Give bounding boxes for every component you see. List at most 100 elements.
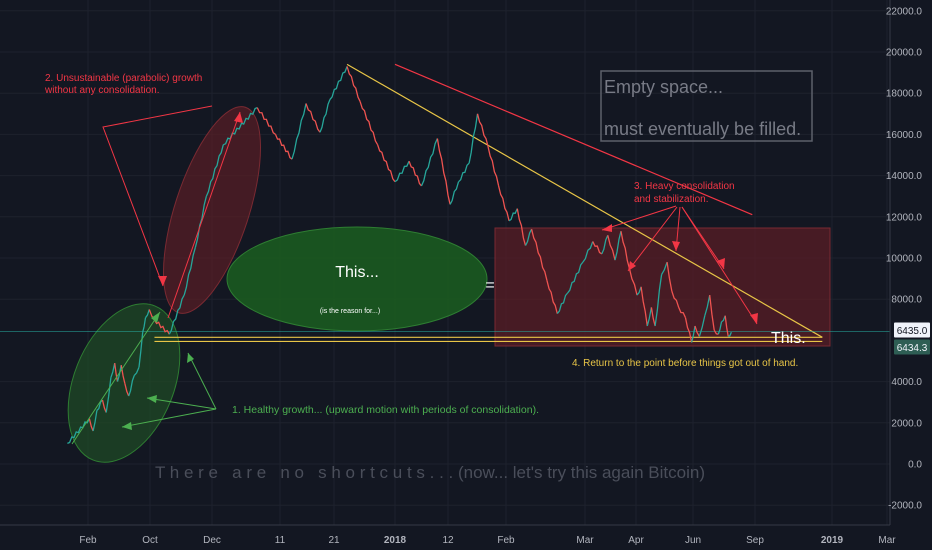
arrowhead (151, 312, 160, 323)
series-segment (487, 146, 500, 187)
red-arrows (102, 105, 758, 325)
annotation-this: This... (335, 264, 379, 281)
series-segment (620, 231, 631, 269)
arrowhead (122, 422, 132, 430)
y-tick-label: 14000.0 (886, 171, 923, 182)
arrowhead (234, 112, 243, 123)
arrow-healthy-2 (146, 397, 217, 410)
x-tick-label: Oct (142, 535, 158, 546)
series-segment (144, 309, 150, 319)
x-tick-label: Mar (576, 535, 594, 546)
annotation-this-end: This. (771, 330, 806, 347)
arrowhead (672, 241, 680, 251)
trendlines (154, 63, 823, 343)
series-segment (96, 399, 103, 411)
arrow-to-parabolic (102, 105, 213, 287)
series-segment (223, 106, 258, 146)
series-segment (329, 66, 348, 100)
annotation-parabolic-line2: without any consolidation. (44, 85, 160, 96)
price-tag-bg (894, 322, 930, 338)
series-segment (359, 101, 379, 146)
y-tick-label: 8000.0 (891, 295, 922, 306)
annotation-return: 4. Return to the point before things got… (572, 358, 798, 369)
series-segment (153, 319, 170, 335)
series-segment (709, 295, 715, 331)
series-segment (640, 286, 648, 327)
trendline (394, 63, 753, 216)
x-axis-panel[interactable] (0, 525, 932, 550)
annotation-consolidation-line1: 3. Heavy consolidation (634, 181, 735, 192)
y-tick-label: 12000.0 (886, 212, 923, 223)
y-tick-label: 2000.0 (891, 418, 922, 429)
arrowhead (628, 261, 636, 271)
arrowhead (602, 224, 612, 232)
series-segment (628, 268, 638, 296)
series-segment (728, 331, 732, 337)
y-axis-ticks: 22000.0 20000.0 18000.0 16000.0 14000.0 12000… (886, 6, 923, 511)
price-tag-label: 6435.0 (897, 326, 928, 337)
series-segment (721, 315, 726, 323)
y-tick-label: 22000.0 (886, 6, 923, 17)
trendline (346, 63, 823, 338)
series-segment (458, 162, 470, 183)
series-segment (420, 138, 438, 187)
series-segment (105, 377, 112, 413)
x-axis-ticks: Feb Oct Dec 11 21 2018 12 Feb Mar Apr Jun Sep 2019 Ma… (79, 535, 896, 546)
series-segment (582, 241, 594, 263)
series-segment (654, 274, 663, 327)
series-segment (449, 181, 460, 205)
series-segment (291, 103, 307, 160)
series-segment (671, 290, 680, 308)
series-segment (497, 185, 510, 222)
arrow-healthy-3 (187, 352, 217, 410)
series-segment (305, 103, 321, 133)
series-segment (194, 196, 208, 248)
series-segment (183, 247, 196, 296)
series-segment (168, 294, 185, 335)
series-segment (607, 235, 616, 261)
green-arrowheads (122, 312, 194, 430)
series-segment (636, 286, 642, 296)
price-series (67, 66, 732, 445)
series-segment (724, 315, 729, 337)
arrow-consolidation-4 (681, 206, 758, 325)
y-tick-label: 20000.0 (886, 48, 923, 59)
series-segment (205, 144, 224, 197)
y-tick-label: -2000.0 (888, 501, 922, 512)
series-segment (650, 307, 656, 327)
y-tick-label: 18000.0 (886, 89, 923, 100)
y-tick-label: 10000.0 (886, 254, 923, 265)
y-tick-label: 0.0 (908, 460, 922, 471)
series-segment (530, 229, 548, 281)
series-segment (556, 292, 569, 315)
series-segment (142, 317, 147, 333)
series-segment (713, 329, 719, 335)
x-tick-label: Apr (628, 535, 644, 546)
annotation-reason: (is the reason for...) (320, 308, 380, 315)
y-tick-label: 16000.0 (886, 130, 923, 141)
series-segment (256, 107, 276, 135)
series-segment (408, 160, 422, 187)
series-segment (684, 317, 693, 343)
series-segment (101, 399, 107, 413)
y-tick-label: 4000.0 (891, 377, 922, 388)
annotation-no-shortcuts: T h e r e a r e n o s h o r t c u t s . … (155, 463, 705, 482)
y-axis-panel[interactable] (890, 0, 932, 525)
series-segment (394, 160, 410, 183)
arrowhead (187, 353, 194, 363)
series-segment (274, 134, 293, 160)
series-segment (717, 321, 723, 335)
arrow-parabolic-up (167, 111, 241, 319)
series-segment (646, 307, 653, 327)
series-segment (661, 261, 668, 275)
series-segment (116, 364, 122, 382)
arrow-healthy-up (71, 311, 161, 445)
series-segment (319, 99, 331, 133)
series-segment (601, 235, 609, 255)
series-segment (690, 325, 696, 343)
series-segment (704, 294, 711, 316)
annotations: 2. Unsustainable (parabolic) growth with… (44, 73, 806, 482)
series-segment (92, 410, 98, 432)
